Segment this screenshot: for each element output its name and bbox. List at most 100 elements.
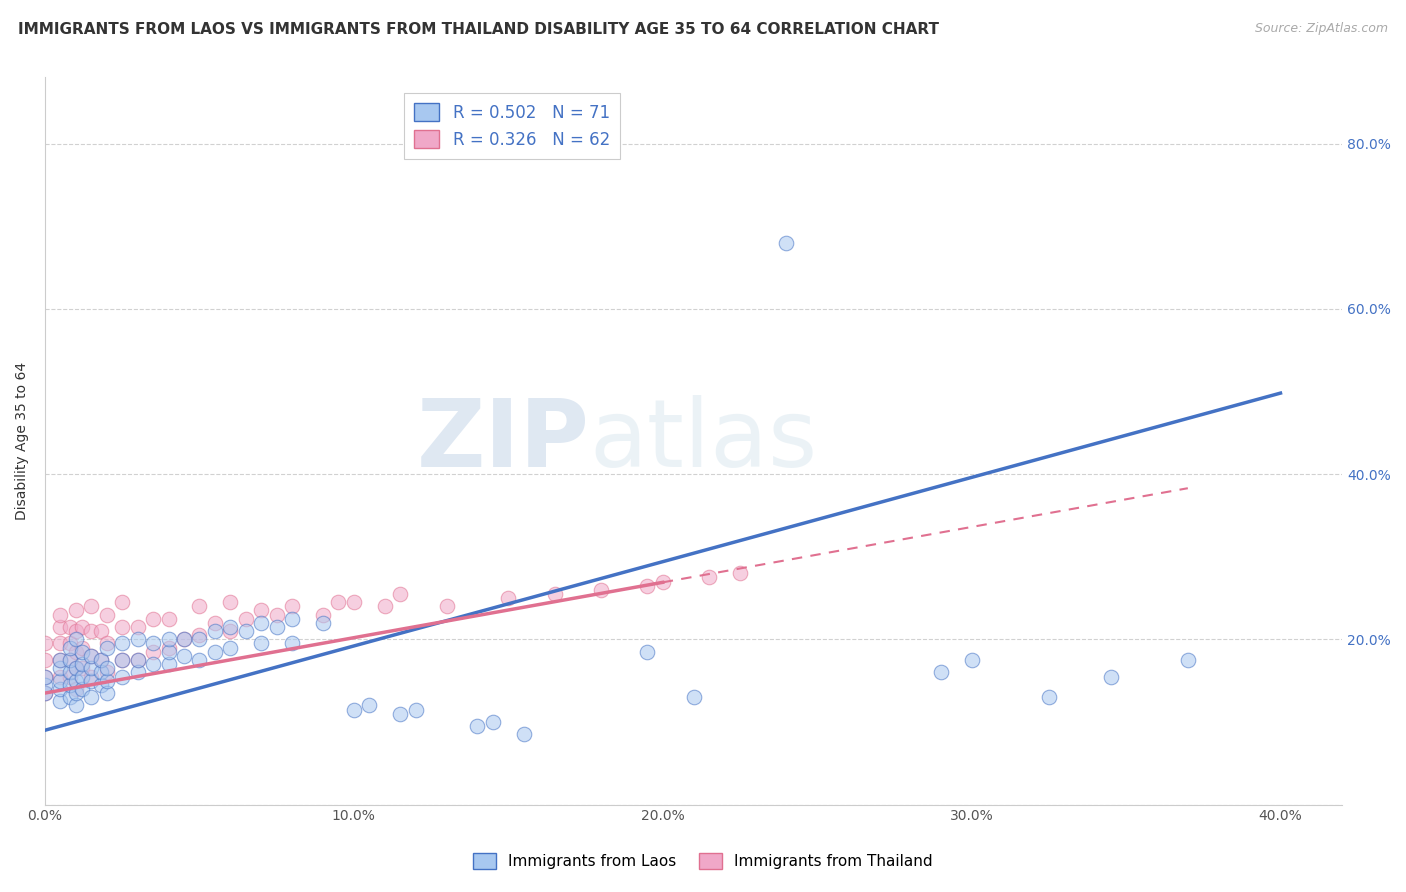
Point (59, 640, 82, 655)
Point (512, 727, 534, 741)
Point (90, 665, 112, 680)
Point (59, 653, 82, 667)
Point (59, 665, 82, 680)
Point (281, 636, 304, 650)
Point (482, 714, 505, 729)
Point (157, 612, 180, 626)
Text: atlas: atlas (591, 395, 818, 487)
Point (59, 678, 82, 692)
Point (281, 612, 304, 626)
Point (65, 686, 87, 700)
Point (80, 599, 103, 614)
Point (96, 607, 118, 622)
Point (96, 686, 118, 700)
Point (389, 706, 412, 721)
Legend: Immigrants from Laos, Immigrants from Thailand: Immigrants from Laos, Immigrants from Th… (467, 847, 939, 875)
Point (96, 661, 118, 675)
Point (405, 703, 427, 717)
Point (65, 624, 87, 638)
Point (80, 669, 103, 683)
Point (204, 645, 226, 659)
Point (219, 640, 242, 655)
Point (498, 591, 520, 605)
Point (49, 653, 72, 667)
Text: IMMIGRANTS FROM LAOS VS IMMIGRANTS FROM THAILAND DISABILITY AGE 35 TO 64 CORRELA: IMMIGRANTS FROM LAOS VS IMMIGRANTS FROM … (18, 22, 939, 37)
Point (111, 620, 134, 634)
Point (34, 678, 56, 692)
Point (374, 599, 396, 614)
Point (70, 620, 93, 634)
Point (70, 657, 93, 672)
Point (250, 636, 273, 650)
Point (96, 665, 118, 680)
Point (929, 665, 952, 680)
Legend: R = 0.502   N = 71, R = 0.326   N = 62: R = 0.502 N = 71, R = 0.326 N = 62 (404, 93, 620, 159)
Point (80, 648, 103, 663)
Point (682, 690, 704, 705)
Point (250, 603, 273, 617)
Point (235, 624, 257, 638)
Point (1038, 690, 1060, 705)
Point (343, 595, 366, 609)
Point (70, 640, 93, 655)
Point (49, 636, 72, 650)
Point (1099, 669, 1122, 683)
Point (142, 636, 165, 650)
Point (65, 603, 87, 617)
Point (142, 645, 165, 659)
Point (204, 615, 226, 630)
Point (142, 657, 165, 672)
Point (359, 698, 381, 713)
Point (65, 681, 87, 696)
Point (90, 678, 112, 692)
Point (34, 669, 56, 683)
Point (49, 694, 72, 708)
Point (960, 653, 983, 667)
Point (111, 653, 134, 667)
Point (65, 661, 87, 675)
Point (589, 582, 612, 597)
Point (65, 645, 87, 659)
Point (34, 669, 56, 683)
Point (59, 620, 82, 634)
Point (173, 632, 195, 647)
Point (127, 632, 149, 647)
Point (219, 620, 242, 634)
Point (80, 648, 103, 663)
Point (90, 624, 112, 638)
Point (188, 628, 211, 642)
Point (49, 673, 72, 688)
Point (1177, 653, 1199, 667)
Point (219, 595, 242, 609)
Point (157, 632, 180, 647)
Point (65, 632, 87, 647)
Point (127, 665, 149, 680)
Point (142, 612, 165, 626)
Point (80, 624, 103, 638)
Point (96, 640, 118, 655)
Point (90, 653, 112, 667)
Point (65, 661, 87, 675)
Point (467, 719, 489, 733)
Point (328, 595, 350, 609)
Point (80, 690, 103, 705)
Point (111, 653, 134, 667)
Point (343, 703, 366, 717)
Point (204, 624, 226, 638)
Point (34, 636, 56, 650)
Point (127, 653, 149, 667)
Point (96, 636, 118, 650)
Point (34, 653, 56, 667)
Point (157, 645, 180, 659)
Point (127, 620, 149, 634)
Point (543, 587, 565, 601)
Point (188, 599, 211, 614)
Point (651, 574, 673, 589)
Point (34, 686, 56, 700)
Point (65, 673, 87, 688)
Point (80, 673, 103, 688)
Point (49, 607, 72, 622)
Point (49, 669, 72, 683)
Point (49, 661, 72, 675)
Text: ZIP: ZIP (418, 395, 591, 487)
